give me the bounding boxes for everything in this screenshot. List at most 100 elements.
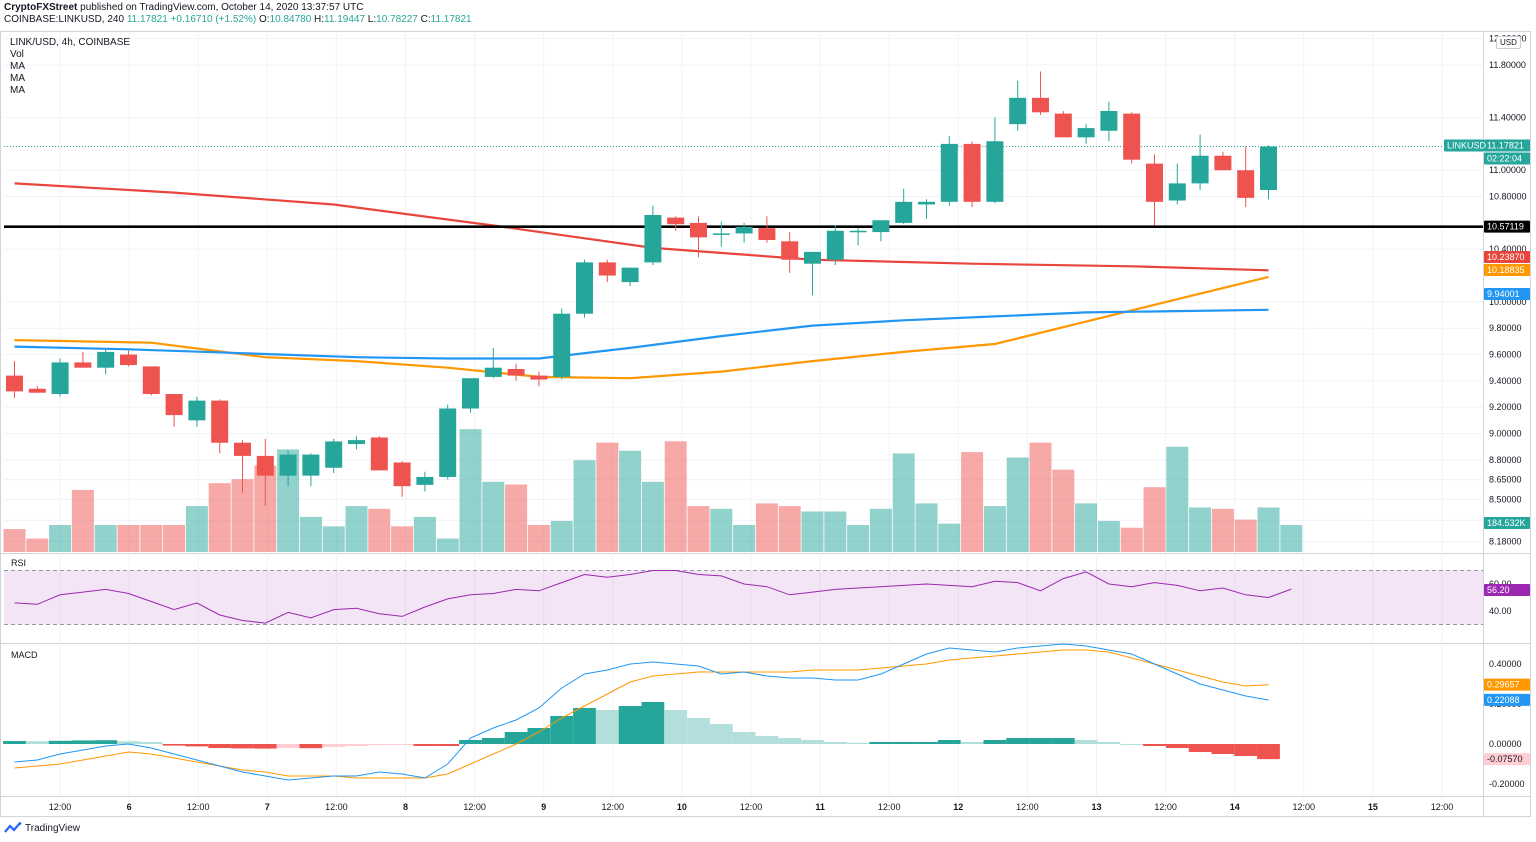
volume-bar bbox=[299, 516, 322, 552]
candle-body bbox=[712, 233, 730, 235]
open-value: 10.84780 bbox=[269, 14, 312, 25]
candle-body bbox=[1100, 110, 1118, 131]
candle bbox=[1100, 101, 1118, 142]
candle bbox=[370, 436, 388, 471]
time-tick-label: 12:00 bbox=[878, 802, 901, 812]
volume-bar bbox=[1029, 442, 1052, 552]
macd-histogram-bar bbox=[869, 742, 893, 744]
legend-ma-2[interactable]: MA bbox=[10, 73, 25, 84]
macd-histogram-bar bbox=[1165, 744, 1189, 748]
price-tick-label: 9.20000 bbox=[1489, 402, 1522, 412]
candle bbox=[1237, 146, 1255, 208]
candle-body bbox=[348, 440, 365, 445]
candle-body bbox=[51, 362, 69, 395]
macd-histogram-bar bbox=[481, 738, 505, 744]
time-tick-label: 10 bbox=[677, 802, 687, 812]
macd-histogram-bar bbox=[299, 744, 323, 749]
legend-ma-1[interactable]: MA bbox=[10, 61, 25, 72]
candle-body bbox=[1054, 113, 1072, 138]
volume-bar bbox=[1143, 487, 1166, 552]
candle-body bbox=[234, 442, 251, 456]
candle-body bbox=[758, 228, 776, 240]
price-tick-label: 9.80000 bbox=[1489, 323, 1522, 333]
candle-body bbox=[872, 220, 890, 233]
macd-histogram-bar bbox=[687, 718, 710, 744]
price-tick-label: 9.40000 bbox=[1489, 376, 1522, 386]
indicator-legend: LINK/USD, 4h, COINBASE Vol MA MA MA bbox=[10, 37, 130, 97]
time-tick-label: 6 bbox=[127, 802, 132, 812]
volume-bar bbox=[596, 442, 619, 552]
volume-tag: 184.532K bbox=[1484, 517, 1530, 529]
volume-bar bbox=[961, 452, 984, 552]
candle-body bbox=[940, 143, 958, 202]
macd-signal-tag-text: 0.29657 bbox=[1487, 680, 1520, 690]
macd-histogram-bar bbox=[413, 744, 437, 746]
candle bbox=[416, 471, 434, 492]
macd-histogram-bar bbox=[983, 740, 1007, 744]
candle-body bbox=[986, 141, 1004, 202]
volume-bar bbox=[163, 525, 186, 552]
candle-body bbox=[1123, 113, 1141, 160]
candle bbox=[872, 220, 890, 242]
candle bbox=[598, 259, 616, 283]
symbol-tag: LINKUSD bbox=[1444, 139, 1487, 152]
symbol-line: COINBASE:LINKUSD, 240 bbox=[4, 14, 125, 25]
candle-body bbox=[74, 362, 92, 368]
macd-pane-label[interactable]: MACD bbox=[11, 650, 38, 660]
candle-series bbox=[6, 71, 1277, 506]
countdown-tag: 02:22:04 bbox=[1484, 152, 1530, 165]
candle bbox=[1168, 163, 1186, 205]
close-label: C: bbox=[420, 14, 431, 25]
macd-histogram-bar bbox=[550, 716, 574, 744]
macd-histogram-bar bbox=[1120, 744, 1144, 745]
volume-bar bbox=[459, 429, 482, 552]
legend-volume[interactable]: Vol bbox=[10, 49, 24, 60]
time-grid: 12:00 6 12:00 7 12:00 8 12:00 9 12:00 10 12:00 11 12… bbox=[49, 32, 1453, 812]
volume-bar bbox=[938, 523, 961, 552]
volume-bar bbox=[1257, 507, 1280, 552]
macd-hist-tag-text: -0.07570 bbox=[1487, 754, 1523, 764]
rsi-line bbox=[14, 570, 1292, 624]
volume-bar bbox=[391, 526, 414, 552]
candle bbox=[188, 396, 206, 427]
candle bbox=[849, 228, 867, 246]
publisher-name[interactable]: CryptoFXStreet bbox=[4, 2, 78, 13]
time-tick-label: 12:00 bbox=[602, 802, 625, 812]
legend-title[interactable]: LINK/USD, 4h, COINBASE bbox=[10, 37, 131, 48]
candle bbox=[439, 404, 457, 480]
volume-bar bbox=[710, 508, 733, 552]
rsi-pane-label[interactable]: RSI bbox=[11, 558, 27, 568]
rsi-band bbox=[4, 570, 1483, 625]
volume-bar bbox=[345, 506, 368, 552]
tradingview-logo[interactable]: TradingView bbox=[4, 822, 80, 834]
candle bbox=[51, 358, 69, 397]
candle bbox=[918, 199, 935, 219]
candle-body bbox=[279, 454, 297, 476]
legend-ma-3[interactable]: MA bbox=[10, 85, 25, 96]
candle bbox=[256, 438, 274, 506]
macd-histogram-bar bbox=[618, 706, 642, 744]
candle bbox=[1260, 145, 1277, 200]
macd-tick-label: 0.00000 bbox=[1489, 739, 1522, 749]
high-value: 11.19447 bbox=[324, 14, 366, 25]
macd-histogram-bar bbox=[960, 742, 984, 744]
macd-histogram-bar bbox=[48, 740, 72, 744]
macd-histogram-bar bbox=[1029, 738, 1052, 744]
candle bbox=[348, 436, 365, 450]
ma-red-tag-text: 10.23870 bbox=[1487, 252, 1525, 262]
macd-histogram-bar bbox=[504, 732, 528, 744]
macd-tick-label: 0.40000 bbox=[1489, 659, 1522, 669]
candle bbox=[393, 461, 411, 497]
rsi-tag-text: 56.20 bbox=[1487, 585, 1510, 595]
symbol-tag-bg bbox=[1444, 139, 1484, 152]
candle-body bbox=[895, 201, 913, 223]
volume-bar bbox=[231, 479, 254, 552]
price-tick-label: 9.00000 bbox=[1489, 429, 1522, 439]
macd-histogram-bar bbox=[162, 744, 186, 746]
candle bbox=[712, 221, 730, 247]
macd-histogram-bar bbox=[253, 744, 277, 749]
macd-histogram-bar bbox=[322, 744, 346, 747]
published-text: published on TradingView.com, October 14… bbox=[80, 2, 364, 13]
currency-button[interactable]: USD bbox=[1496, 36, 1521, 49]
